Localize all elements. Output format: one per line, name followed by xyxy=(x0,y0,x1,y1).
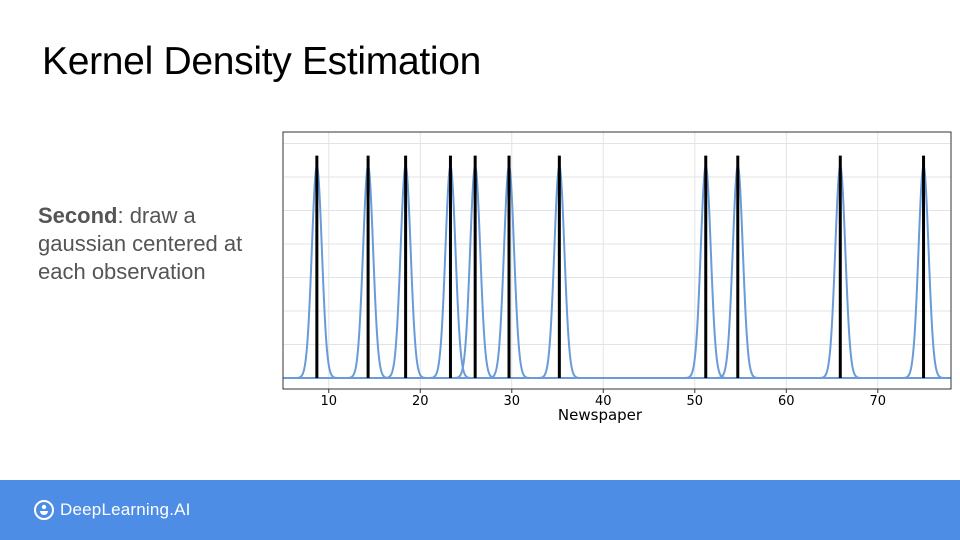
x-tick-label: 10 xyxy=(320,394,337,409)
brand: DeepLearning.AI xyxy=(34,498,191,522)
x-ticks: 10 20 30 40 50 60 70 xyxy=(320,389,886,409)
x-axis-label: Newspaper xyxy=(558,406,643,424)
plot-frame xyxy=(282,131,952,390)
x-tick-label: 30 xyxy=(503,394,520,409)
footer-bar xyxy=(0,480,960,540)
x-tick-label: 70 xyxy=(870,394,887,409)
kde-chart: 10 20 30 40 50 60 70 Newspaper xyxy=(282,131,952,424)
x-tick-label: 20 xyxy=(412,394,429,409)
slide-body-text: Second: draw a gaussian centered at each… xyxy=(38,202,268,286)
x-tick-label: 50 xyxy=(687,394,704,409)
brand-name: DeepLearning.AI xyxy=(60,500,191,519)
observation-lines xyxy=(315,155,926,378)
x-tick-label: 40 xyxy=(595,394,612,409)
gaussian-curves xyxy=(283,164,951,379)
x-tick-label: 60 xyxy=(778,394,795,409)
deeplearning-logo-icon xyxy=(34,500,54,520)
body-bold-text: Second xyxy=(38,203,118,228)
body-rest-text: : draw a gaussian centered at each obser… xyxy=(38,203,243,284)
slide-title: Kernel Density Estimation xyxy=(42,40,482,83)
